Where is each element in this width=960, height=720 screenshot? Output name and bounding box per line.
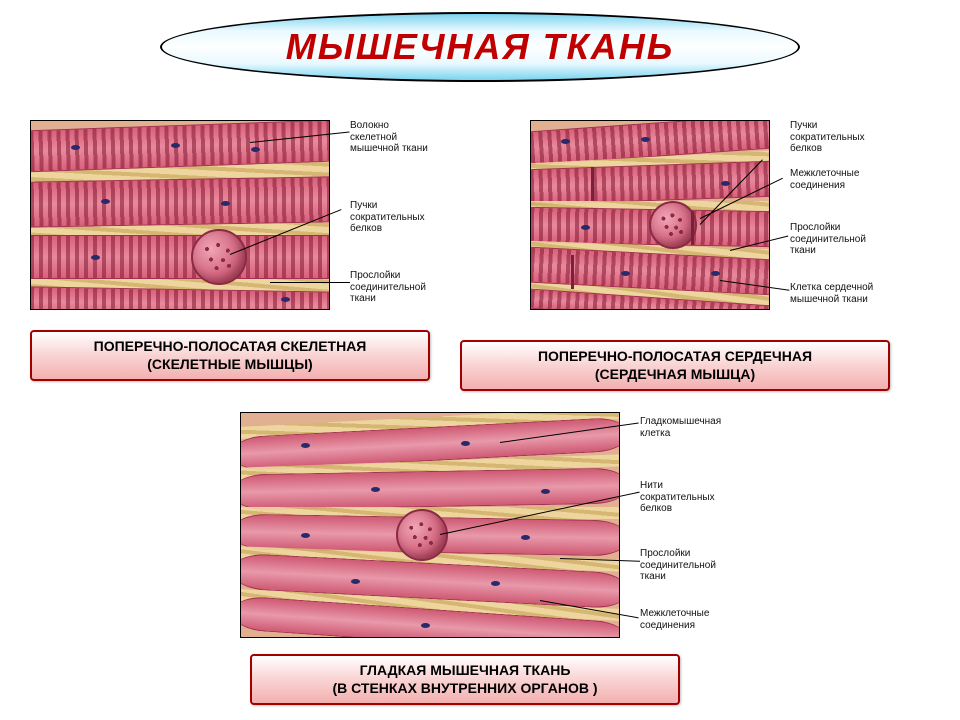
caption-smooth: ГЛАДКАЯ МЫШЕЧНАЯ ТКАНЬ (В СТЕНКАХ ВНУТРЕ… — [250, 654, 680, 705]
callout-text: соединения — [790, 180, 845, 191]
callout-text: белков — [790, 143, 822, 154]
caption-line: (СКЕЛЕТНЫЕ МЫШЦЫ) — [147, 356, 312, 372]
callout-text: Межклеточные — [640, 608, 709, 619]
callout-text: Межклеточные — [790, 168, 859, 179]
callout-text: соединения — [640, 620, 695, 631]
callout-text: соединительной — [640, 560, 716, 571]
callout-text: Волокно — [350, 120, 389, 131]
callout-text: соединительной — [790, 234, 866, 245]
caption-line: ПОПЕРЕЧНО-ПОЛОСАТАЯ СКЕЛЕТНАЯ — [94, 338, 367, 354]
caption-line: ПОПЕРЕЧНО-ПОЛОСАТАЯ СЕРДЕЧНАЯ — [538, 348, 812, 364]
title-ellipse: МЫШЕЧНАЯ ТКАНЬ — [160, 12, 800, 82]
callout-text: ткани — [350, 293, 376, 304]
callout-text: мышечной ткани — [790, 294, 868, 305]
callout-text: скелетной — [350, 132, 397, 143]
callout-text: клетка — [640, 428, 670, 439]
callout-text: сократительных — [350, 212, 425, 223]
caption-cardiac: ПОПЕРЕЧНО-ПОЛОСАТАЯ СЕРДЕЧНАЯ (СЕРДЕЧНАЯ… — [460, 340, 890, 391]
callout-text: Пучки — [790, 120, 817, 131]
caption-line: (СЕРДЕЧНАЯ МЫШЦА) — [595, 366, 755, 382]
page-title: МЫШЕЧНАЯ ТКАНЬ — [286, 26, 675, 68]
callout-text: Прослойки — [350, 270, 400, 281]
caption-line: ГЛАДКАЯ МЫШЕЧНАЯ ТКАНЬ — [360, 662, 571, 678]
callout-text: сократительных — [790, 132, 865, 143]
callout-text: Прослойки — [790, 222, 840, 233]
callout-text: белков — [640, 503, 672, 514]
callout-text: Гладкомышечная — [640, 416, 721, 427]
callout-text: Клетка сердечной — [790, 282, 873, 293]
callout-text: Нити — [640, 480, 663, 491]
callout-text: мышечной ткани — [350, 143, 428, 154]
callout-text: белков — [350, 223, 382, 234]
callout-text: соединительной — [350, 282, 426, 293]
caption-line: (В СТЕНКАХ ВНУТРЕННИХ ОРГАНОВ ) — [332, 680, 597, 696]
caption-skeletal: ПОПЕРЕЧНО-ПОЛОСАТАЯ СКЕЛЕТНАЯ (СКЕЛЕТНЫЕ… — [30, 330, 430, 381]
callout-text: Пучки — [350, 200, 377, 211]
callout-text: Прослойки — [640, 548, 690, 559]
callout-text: ткани — [640, 571, 666, 582]
callout-text: ткани — [790, 245, 816, 256]
callout-text: сократительных — [640, 492, 715, 503]
